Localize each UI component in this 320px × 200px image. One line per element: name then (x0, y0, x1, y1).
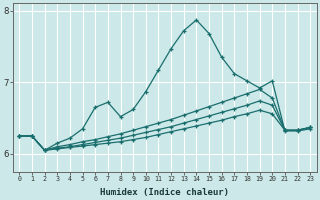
X-axis label: Humidex (Indice chaleur): Humidex (Indice chaleur) (100, 188, 229, 197)
